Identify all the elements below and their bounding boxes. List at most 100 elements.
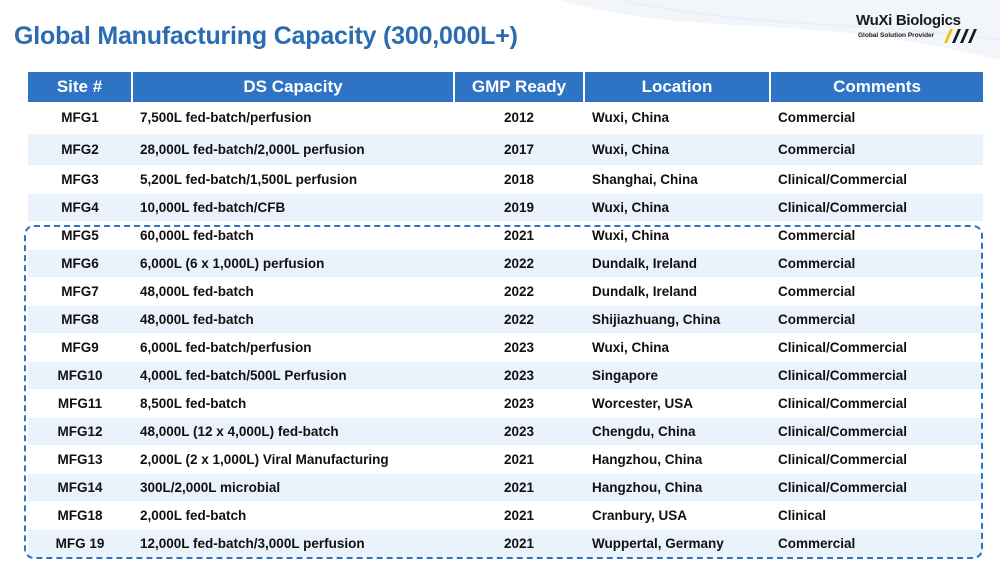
cell-gmp-ready: 2023 xyxy=(454,389,584,418)
capacity-table: Site # DS Capacity GMP Ready Location Co… xyxy=(28,72,983,558)
cell-location: Worcester, USA xyxy=(584,389,770,418)
cell-site: MFG9 xyxy=(28,333,132,362)
table-row: MFG3 5,200L fed-batch/1,500L perfusion 201… xyxy=(28,165,983,194)
cell-capacity: 2,000L fed-batch xyxy=(132,501,454,530)
cell-location: Dundalk, Ireland xyxy=(584,249,770,278)
table-row: MFG9 6,000L fed-batch/perfusion 2023 Wuxi, … xyxy=(28,333,983,362)
cell-capacity: 60,000L fed-batch xyxy=(132,221,454,250)
table-row: MFG10 4,000L fed-batch/500L Perfusion 2023… xyxy=(28,361,983,390)
cell-gmp-ready: 2017 xyxy=(454,133,584,166)
cell-location: Hangzhou, China xyxy=(584,473,770,502)
column-header-comments: Comments xyxy=(770,72,983,102)
cell-gmp-ready: 2023 xyxy=(454,361,584,390)
cell-location: Wuxi, China xyxy=(584,193,770,222)
table-row: MFG2 28,000L fed-batch/2,000L perfusion 20… xyxy=(28,133,983,166)
cell-location: Chengdu, China xyxy=(584,417,770,446)
logo-name: WuXi Biologics xyxy=(856,12,961,29)
cell-comments: Clinical/Commercial xyxy=(770,333,983,362)
cell-gmp-ready: 2023 xyxy=(454,417,584,446)
table-header-row: Site # DS Capacity GMP Ready Location Co… xyxy=(28,72,983,102)
cell-location: Wuppertal, Germany xyxy=(584,529,770,558)
logo-stripes-icon xyxy=(944,29,977,43)
cell-location: Dundalk, Ireland xyxy=(584,277,770,306)
cell-capacity: 6,000L (6 x 1,000L) perfusion xyxy=(132,249,454,278)
table-row: MFG6 6,000L (6 x 1,000L) perfusion 2022 Dun… xyxy=(28,249,983,278)
cell-comments: Clinical/Commercial xyxy=(770,473,983,502)
cell-capacity: 12,000L fed-batch/3,000L perfusion xyxy=(132,529,454,558)
cell-comments: Clinical xyxy=(770,501,983,530)
cell-site: MFG13 xyxy=(28,445,132,474)
column-header-site: Site # xyxy=(28,72,133,102)
cell-capacity: 28,000L fed-batch/2,000L perfusion xyxy=(132,133,454,166)
cell-location: Wuxi, China xyxy=(584,133,770,166)
column-header-capacity: DS Capacity xyxy=(132,72,455,102)
table-row: MFG12 48,000L (12 x 4,000L) fed-batch 2023… xyxy=(28,417,983,446)
logo-tagline: Global Solution Provider xyxy=(858,32,935,39)
cell-site: MFG6 xyxy=(28,249,132,278)
cell-capacity: 8,500L fed-batch xyxy=(132,389,454,418)
cell-site: MFG10 xyxy=(28,361,132,390)
cell-location: Wuxi, China xyxy=(584,102,770,134)
cell-gmp-ready: 2019 xyxy=(454,193,584,222)
cell-capacity: 48,000L (12 x 4,000L) fed-batch xyxy=(132,417,454,446)
table-row: MFG18 2,000L fed-batch 2021 Cranbury, USA Cl… xyxy=(28,501,983,530)
cell-site: MFG7 xyxy=(28,277,132,306)
page-title: Global Manufacturing Capacity (300,000L+… xyxy=(14,22,518,50)
cell-capacity: 7,500L fed-batch/perfusion xyxy=(132,102,454,134)
column-header-gmp-ready: GMP Ready xyxy=(454,72,585,102)
cell-gmp-ready: 2021 xyxy=(454,501,584,530)
cell-comments: Commercial xyxy=(770,277,983,306)
table-row: MFG5 60,000L fed-batch 2021 Wuxi, China Comm… xyxy=(28,221,983,250)
cell-gmp-ready: 2021 xyxy=(454,529,584,558)
cell-capacity: 300L/2,000L microbial xyxy=(132,473,454,502)
cell-location: Wuxi, China xyxy=(584,333,770,362)
cell-site: MFG3 xyxy=(28,165,132,194)
table-row: MFG13 2,000L (2 x 1,000L) Viral Manufactu… xyxy=(28,445,983,474)
cell-capacity: 48,000L fed-batch xyxy=(132,277,454,306)
cell-capacity: 6,000L fed-batch/perfusion xyxy=(132,333,454,362)
cell-gmp-ready: 2022 xyxy=(454,305,584,334)
cell-location: Shijiazhuang, China xyxy=(584,305,770,334)
cell-gmp-ready: 2012 xyxy=(454,102,584,134)
table-row: MFG11 8,500L fed-batch 2023 Worcester, USA C… xyxy=(28,389,983,418)
cell-gmp-ready: 2022 xyxy=(454,277,584,306)
cell-gmp-ready: 2021 xyxy=(454,473,584,502)
cell-site: MFG18 xyxy=(28,501,132,530)
cell-site: MFG11 xyxy=(28,389,132,418)
cell-comments: Clinical/Commercial xyxy=(770,445,983,474)
cell-gmp-ready: 2021 xyxy=(454,445,584,474)
cell-comments: Commercial xyxy=(770,305,983,334)
cell-comments: Clinical/Commercial xyxy=(770,193,983,222)
cell-site: MFG4 xyxy=(28,193,132,222)
company-logo: WuXi Biologics Global Solution Provider xyxy=(852,12,984,46)
table-row: MFG7 48,000L fed-batch 2022 Dundalk, Irelan… xyxy=(28,277,983,306)
cell-comments: Commercial xyxy=(770,102,983,134)
cell-location: Shanghai, China xyxy=(584,165,770,194)
cell-capacity: 48,000L fed-batch xyxy=(132,305,454,334)
column-header-location: Location xyxy=(584,72,771,102)
cell-capacity: 10,000L fed-batch/CFB xyxy=(132,193,454,222)
cell-capacity: 4,000L fed-batch/500L Perfusion xyxy=(132,361,454,390)
cell-site: MFG14 xyxy=(28,473,132,502)
cell-site: MFG8 xyxy=(28,305,132,334)
table-row: MFG4 10,000L fed-batch/CFB 2019 Wuxi, China… xyxy=(28,193,983,222)
cell-comments: Clinical/Commercial xyxy=(770,361,983,390)
cell-gmp-ready: 2022 xyxy=(454,249,584,278)
cell-gmp-ready: 2023 xyxy=(454,333,584,362)
table-row: MFG14 300L/2,000L microbial 2021 Hangzhou, … xyxy=(28,473,983,502)
cell-gmp-ready: 2018 xyxy=(454,165,584,194)
cell-gmp-ready: 2021 xyxy=(454,221,584,250)
cell-comments: Clinical/Commercial xyxy=(770,165,983,194)
cell-location: Cranbury, USA xyxy=(584,501,770,530)
cell-comments: Commercial xyxy=(770,221,983,250)
cell-location: Singapore xyxy=(584,361,770,390)
cell-site: MFG 19 xyxy=(28,529,132,558)
table-row: MFG 19 12,000L fed-batch/3,000L perfusion… xyxy=(28,529,983,558)
cell-site: MFG5 xyxy=(28,221,132,250)
cell-comments: Commercial xyxy=(770,133,983,166)
cell-comments: Commercial xyxy=(770,249,983,278)
cell-comments: Commercial xyxy=(770,529,983,558)
table-row: MFG8 48,000L fed-batch 2022 Shijiazhuang, C… xyxy=(28,305,983,334)
cell-location: Hangzhou, China xyxy=(584,445,770,474)
cell-site: MFG2 xyxy=(28,133,132,166)
